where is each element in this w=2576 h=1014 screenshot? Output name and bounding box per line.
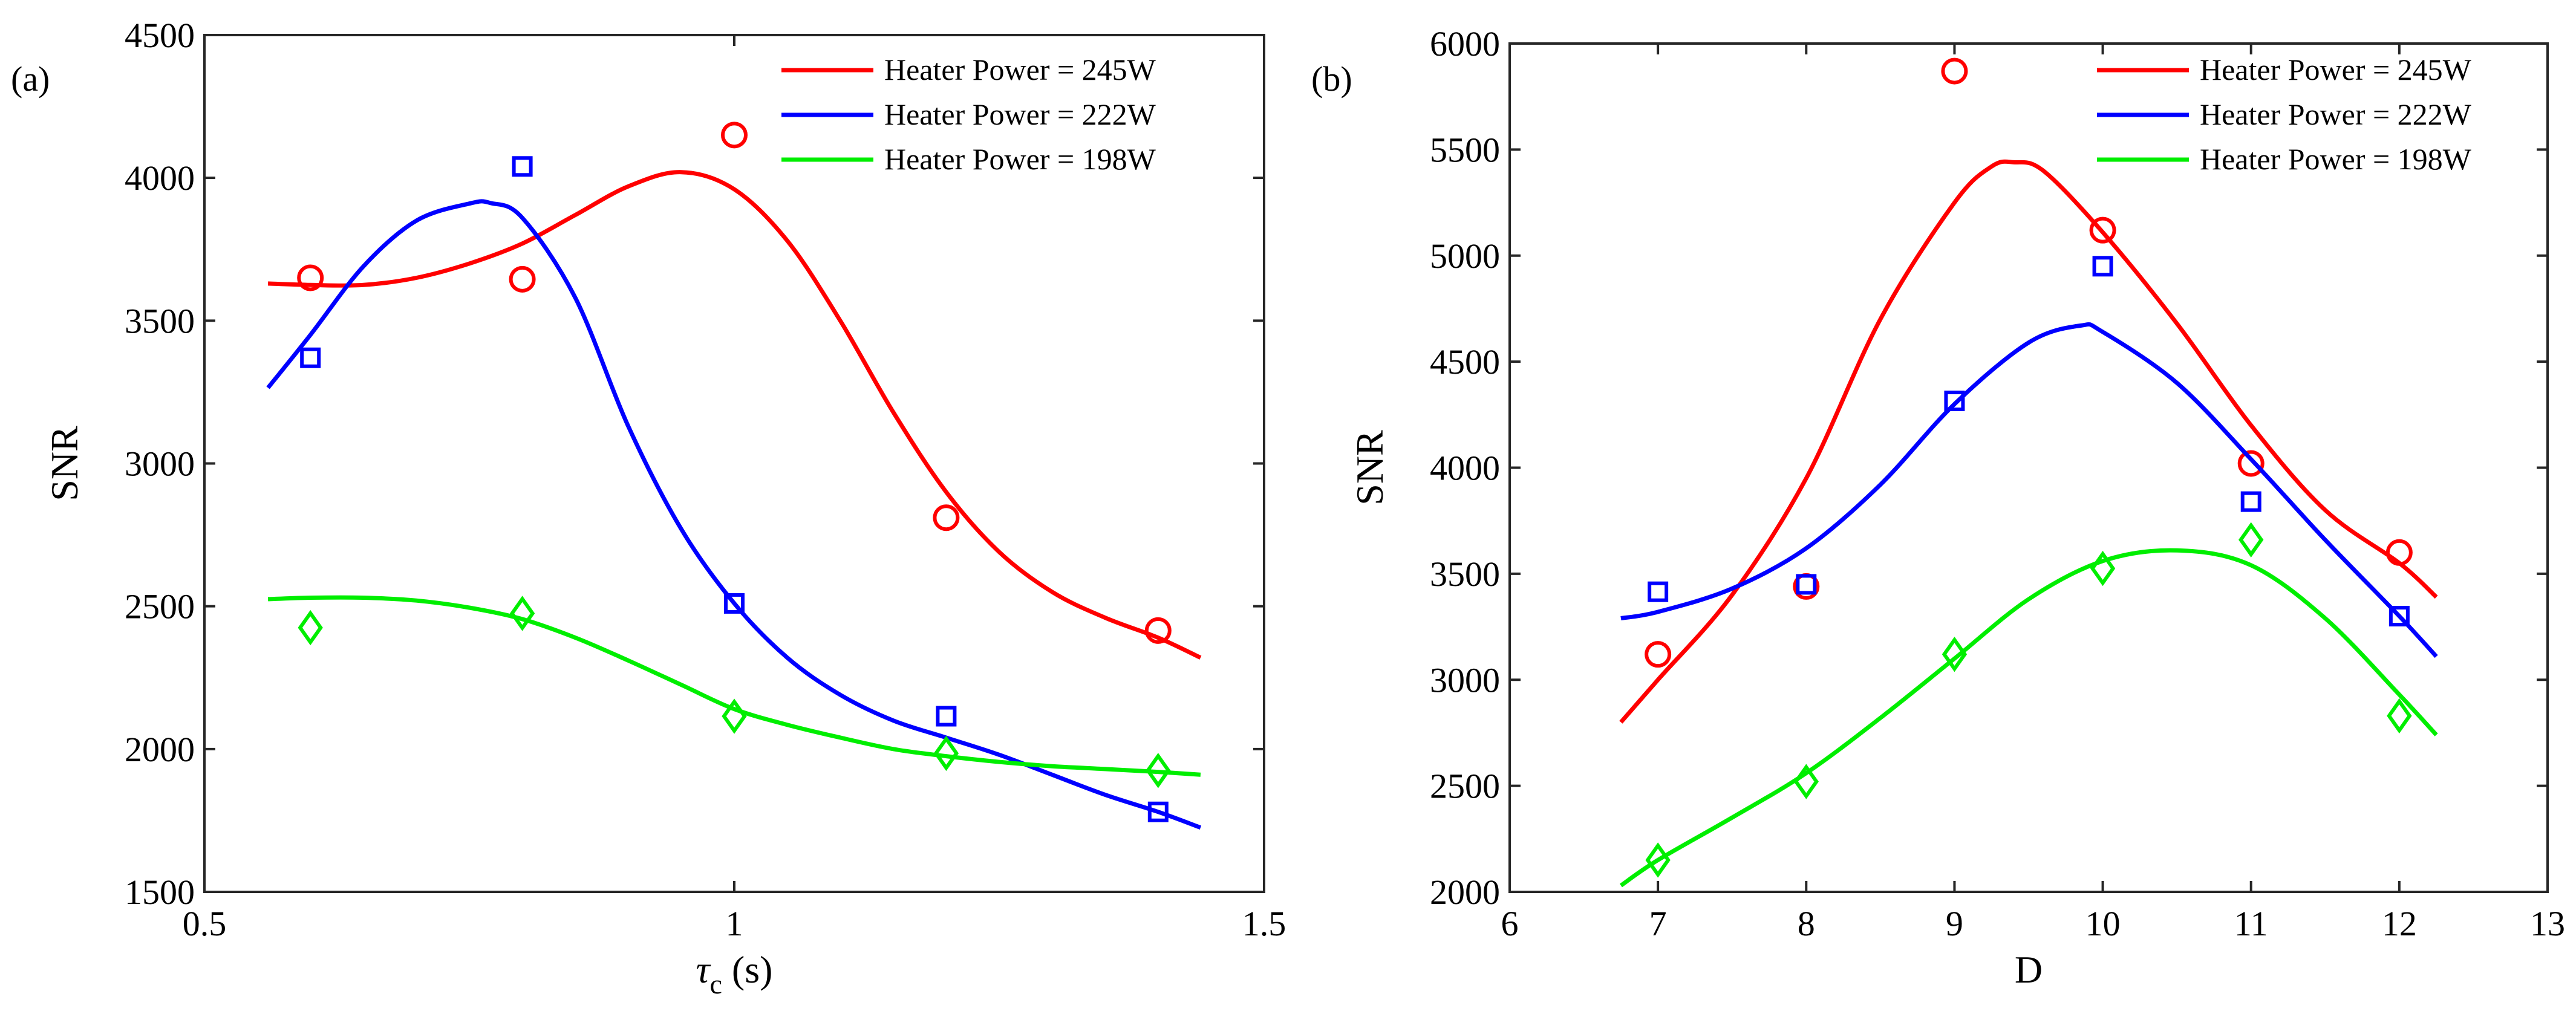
series-square xyxy=(1620,256,2438,658)
data-point-circle xyxy=(2089,216,2116,244)
y-tick-label: 3500 xyxy=(125,301,195,340)
y-tick-label: 3000 xyxy=(1430,660,1500,700)
series-circle xyxy=(1619,57,2438,724)
data-point-square xyxy=(1796,574,1817,595)
legend-entry: Heater Power = 198W xyxy=(2200,142,2472,176)
data-point-diamond xyxy=(1942,636,1968,672)
data-point-diamond xyxy=(722,698,747,734)
x-tick-label: 1 xyxy=(726,904,743,943)
series-square xyxy=(266,156,1202,830)
fit-curve xyxy=(1619,159,2438,724)
y-axis-label: SNR xyxy=(1348,430,1391,505)
data-point-square xyxy=(2240,491,2261,512)
data-point-square xyxy=(1944,391,1965,412)
series-diamond xyxy=(267,595,1201,788)
fit-curve xyxy=(267,170,1202,660)
y-tick-label: 5500 xyxy=(1430,130,1500,169)
y-tick-label: 4000 xyxy=(1430,449,1500,488)
x-axis-label: D xyxy=(2015,948,2043,991)
data-point-circle xyxy=(1645,641,1672,668)
x-tick-label: 8 xyxy=(1798,904,1815,943)
y-tick-label: 2500 xyxy=(1430,767,1500,806)
x-tick-label: 9 xyxy=(1946,904,1963,943)
y-axis-label: SNR xyxy=(43,426,86,501)
data-point-circle xyxy=(1941,57,1968,85)
data-point-circle xyxy=(2385,539,2413,566)
data-point-square xyxy=(1147,801,1169,822)
data-point-diamond xyxy=(1645,842,1671,878)
legend-entry: Heater Power = 222W xyxy=(884,97,1156,131)
y-tick-label: 4000 xyxy=(125,158,195,198)
data-point-circle xyxy=(1144,617,1172,644)
y-tick-label: 3500 xyxy=(1430,554,1500,594)
data-point-diamond xyxy=(2387,698,2412,734)
data-point-square xyxy=(512,156,533,177)
y-tick-label: 2000 xyxy=(125,730,195,769)
data-point-diamond xyxy=(1793,764,1819,799)
y-tick-label: 5000 xyxy=(1430,236,1500,276)
data-point-circle xyxy=(933,504,960,531)
data-point-square xyxy=(2092,256,2113,277)
x-tick-label: 1.5 xyxy=(1242,904,1286,943)
y-tick-label: 2000 xyxy=(1430,873,1500,912)
y-tick-label: 1500 xyxy=(125,873,195,912)
x-tick-label: 11 xyxy=(2234,904,2268,943)
x-tick-label: 13 xyxy=(2530,904,2565,943)
data-point-circle xyxy=(2237,450,2265,477)
data-point-diamond xyxy=(933,735,959,772)
data-point-square xyxy=(724,593,745,614)
x-tick-label: 7 xyxy=(1649,904,1667,943)
legend-entry: Heater Power = 198W xyxy=(884,142,1156,176)
y-tick-label: 2500 xyxy=(125,587,195,626)
data-point-diamond xyxy=(1146,753,1171,788)
x-axis-label-unit: (s) xyxy=(722,948,773,991)
legend-entry: Heater Power = 245W xyxy=(2200,53,2472,86)
x-axis-label-subscript: c xyxy=(709,969,722,999)
data-point-diamond xyxy=(2090,550,2116,587)
data-point-diamond xyxy=(509,596,535,631)
data-point-square xyxy=(2389,606,2410,627)
x-axis-label-symbol: D xyxy=(2015,948,2043,991)
fit-curve xyxy=(1619,548,2438,888)
x-tick-label: 10 xyxy=(2085,904,2121,943)
chart-panel-b: 6 7 8 9 10 11 12 13 2000 2500 3000 3500 4000 4500 5000… xyxy=(1311,24,2565,991)
x-tick-label: 0.5 xyxy=(183,904,227,943)
y-tick-label: 3000 xyxy=(125,444,195,484)
fit-curve xyxy=(1620,322,2438,658)
legend-entry: Heater Power = 245W xyxy=(884,53,1156,86)
panel-label: (b) xyxy=(1311,59,1352,99)
x-tick-label: 12 xyxy=(2382,904,2417,943)
data-point-circle xyxy=(297,264,324,291)
data-point-diamond xyxy=(298,609,323,646)
x-axis-label-symbol: τ xyxy=(696,948,711,991)
fit-curve xyxy=(267,595,1201,777)
data-point-square xyxy=(300,347,321,368)
data-point-circle xyxy=(721,122,748,149)
x-axis-label: τc (s) xyxy=(696,948,773,999)
data-point-square xyxy=(1648,581,1669,602)
data-point-circle xyxy=(509,265,536,293)
legend-entry: Heater Power = 222W xyxy=(2200,97,2472,131)
data-point-square xyxy=(936,706,957,727)
chart-panel-a: 0.5 1 1.5 1500 2000 2500 3000 3500 4000 4500 SNR τc… xyxy=(11,16,1286,999)
panel-label: (a) xyxy=(11,59,50,99)
y-tick-label: 4500 xyxy=(125,16,195,55)
data-point-diamond xyxy=(2239,522,2264,557)
x-tick-label: 6 xyxy=(1501,904,1519,943)
y-tick-label: 4500 xyxy=(1430,342,1500,382)
series-circle xyxy=(267,122,1202,660)
series-diamond xyxy=(1619,522,2438,888)
y-tick-label: 6000 xyxy=(1430,24,1500,63)
